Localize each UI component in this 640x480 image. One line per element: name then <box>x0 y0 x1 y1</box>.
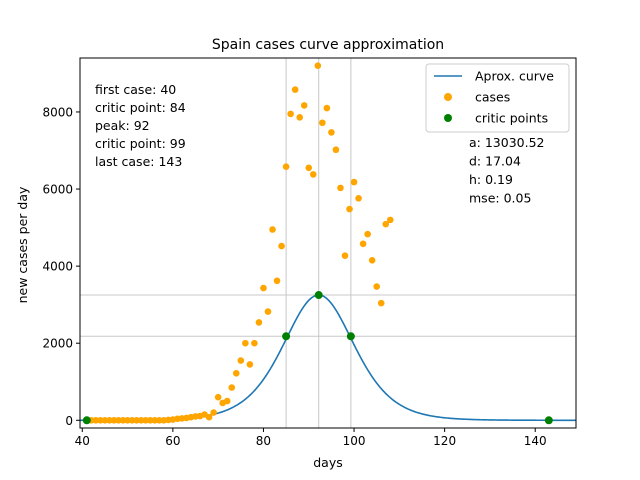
case-point <box>368 257 376 264</box>
case-point <box>110 416 118 424</box>
case-point <box>228 384 236 391</box>
case-point <box>355 194 362 202</box>
axes-frame <box>79 57 577 429</box>
case-point <box>232 369 240 377</box>
case-point <box>287 110 294 118</box>
case-point <box>124 416 131 424</box>
chart-title: Spain cases curve approximation <box>212 37 444 53</box>
y-tick-label: 0 <box>65 414 73 428</box>
annotation-left-line: critic point: 99 <box>95 136 186 151</box>
y-tick-label: 2000 <box>42 337 73 351</box>
case-point <box>341 252 349 260</box>
legend-label: cases <box>475 90 510 105</box>
case-point <box>282 163 290 170</box>
critic-point <box>544 416 553 425</box>
annotation-left-line: last case: 143 <box>95 154 182 169</box>
case-point <box>128 416 136 424</box>
case-point <box>155 416 163 424</box>
case-point <box>305 164 313 172</box>
annotation-right-line: d: 17.04 <box>469 154 521 169</box>
case-point <box>269 226 276 233</box>
x-tick-label: 140 <box>524 434 547 448</box>
y-tick-label: 8000 <box>42 105 73 119</box>
case-point <box>106 416 113 424</box>
case-point <box>273 277 281 285</box>
legend-label: critic points <box>475 111 548 126</box>
case-point <box>151 416 159 424</box>
case-point <box>242 339 249 347</box>
case-point <box>260 284 267 292</box>
case-point <box>246 361 254 368</box>
annotation-right: a: 13030.52 d: 17.04 h: 0.19 mse: 0.05 <box>469 135 545 206</box>
annotation-left-line: first case: 40 <box>95 82 176 97</box>
critic-points <box>82 291 553 425</box>
x-tick-label: 100 <box>343 434 366 448</box>
legend: Aprox. curve cases critic points <box>425 63 570 133</box>
case-point <box>377 299 385 307</box>
x-tick-label: 120 <box>433 434 456 448</box>
annotation-right-line: mse: 0.05 <box>469 191 531 206</box>
case-point <box>214 393 222 401</box>
case-point <box>300 102 308 109</box>
case-point <box>296 114 303 121</box>
case-point <box>264 308 272 315</box>
annotation-right-line: h: 0.19 <box>469 172 513 187</box>
case-point <box>350 178 358 186</box>
critic-point <box>82 416 91 425</box>
annotation-right-line: a: 13030.52 <box>469 135 545 150</box>
critic-point <box>282 332 291 341</box>
legend-marker-swatch <box>444 114 452 122</box>
case-point <box>332 146 340 154</box>
y-axis-label: new cases per day <box>15 186 30 303</box>
case-point <box>137 416 145 424</box>
case-point <box>101 416 109 424</box>
case-point <box>210 409 217 416</box>
annotation-left-line: peak: 92 <box>95 118 150 133</box>
case-point <box>205 413 213 421</box>
case-point <box>251 339 258 347</box>
y-tick-label: 4000 <box>42 260 73 274</box>
case-point <box>237 357 245 364</box>
case-point <box>319 119 326 127</box>
annotation-left: first case: 40 critic point: 84 peak: 92 cr… <box>95 82 186 169</box>
case-point <box>115 416 122 424</box>
critic-point <box>314 291 323 300</box>
cases-points <box>83 62 394 424</box>
legend-box <box>425 63 570 133</box>
case-point <box>323 104 331 112</box>
annotation-left-line: critic point: 84 <box>95 100 186 115</box>
case-point <box>92 416 100 424</box>
axes: 40 60 80 100 120 140 0 2000 4000 6000 8000 <box>42 57 577 448</box>
case-point <box>328 129 335 136</box>
case-point <box>291 86 299 93</box>
case-point <box>309 171 317 178</box>
case-point <box>255 319 263 326</box>
case-point <box>314 62 322 70</box>
x-axis-label: days <box>313 455 343 470</box>
case-point <box>119 416 127 424</box>
case-point <box>142 416 149 424</box>
case-point <box>337 184 344 192</box>
x-tick-label: 60 <box>165 434 180 448</box>
case-point <box>373 283 380 290</box>
reference-lines <box>80 58 576 428</box>
x-tick-label: 40 <box>75 434 90 448</box>
case-point <box>382 220 390 228</box>
x-tick-label: 80 <box>256 434 271 448</box>
case-point <box>346 205 353 213</box>
case-point <box>278 242 285 250</box>
case-point <box>146 416 154 424</box>
case-point <box>364 230 371 238</box>
legend-marker-swatch <box>444 93 452 101</box>
case-point <box>97 416 104 424</box>
case-point <box>133 416 140 424</box>
legend-label: Aprox. curve <box>475 69 554 84</box>
case-point <box>386 216 394 224</box>
critic-point <box>346 332 355 341</box>
y-tick-label: 6000 <box>42 183 73 197</box>
case-point <box>359 240 367 248</box>
case-point <box>223 397 231 405</box>
